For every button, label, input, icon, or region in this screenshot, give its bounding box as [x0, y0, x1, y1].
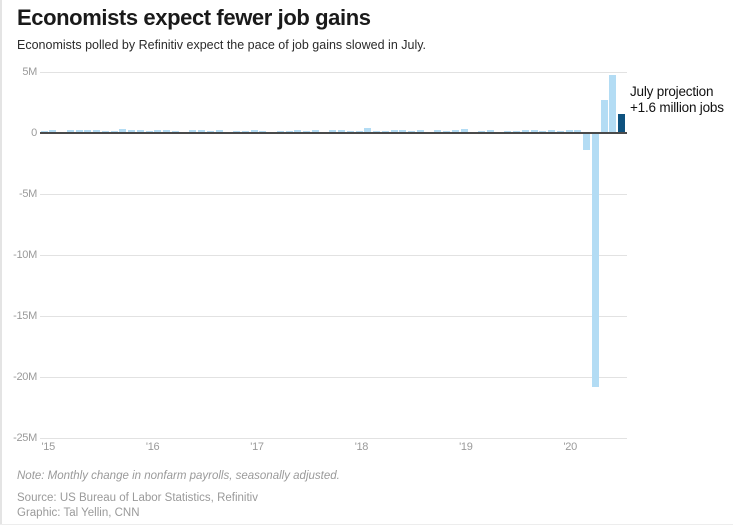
bar: [215, 129, 223, 133]
x-axis-tick-label: '18: [354, 441, 369, 453]
x-axis-tick-label: '20: [563, 441, 578, 453]
bar: [75, 129, 83, 133]
bar: [250, 129, 258, 133]
bar: [556, 130, 564, 133]
bar: [416, 129, 424, 133]
bar: [390, 129, 398, 133]
bar: [259, 130, 267, 133]
projection-bar: [618, 113, 625, 133]
bar: [530, 130, 538, 133]
bar: [539, 130, 547, 133]
bar: [329, 129, 337, 133]
x-axis-tick-label: '16: [145, 441, 160, 453]
y-axis-tick-label: 5M: [22, 66, 37, 78]
bar: [128, 129, 135, 133]
bar: [521, 130, 529, 133]
y-axis-tick-label: -25M: [13, 432, 37, 444]
bar: [276, 130, 284, 133]
bar: [311, 130, 319, 133]
bar: [40, 130, 48, 133]
y-axis-tick-label: -10M: [13, 249, 37, 261]
bar: [66, 129, 74, 133]
credit-text: Graphic: Tal Yellin, CNN: [17, 507, 140, 519]
bar: [136, 129, 144, 133]
zero-baseline: [40, 132, 627, 134]
projection-annotation: July projection +1.6 million jobs: [630, 84, 724, 115]
bar: [583, 133, 590, 150]
x-axis-tick-label: '19: [459, 441, 473, 453]
bar: [338, 130, 345, 133]
bar: [154, 130, 162, 133]
bar: [381, 130, 389, 133]
bar: [399, 129, 407, 133]
bar: [548, 129, 555, 133]
bar: [600, 99, 608, 133]
bar: [206, 130, 214, 133]
bar: [364, 128, 372, 133]
source-text: Source: US Bureau of Labor Statistics, R…: [17, 492, 258, 504]
y-gridline: [40, 316, 627, 317]
y-gridline: [40, 438, 627, 439]
bar: [198, 129, 205, 133]
bar: [49, 129, 57, 133]
bar: [84, 130, 92, 133]
bar: [303, 130, 310, 133]
payrolls-bar-chart-plot-area: 5M 0 -5M -10M -15M -20M -25M '15 '16 '17 '18 '19 '20: [13, 66, 627, 453]
bar: [504, 130, 512, 133]
bar: [163, 130, 170, 133]
bar: [434, 129, 442, 133]
y-axis-tick-label: -20M: [13, 371, 37, 383]
projection-annotation-value: +1.6 million jobs: [630, 99, 724, 115]
chart-title: Economists expect fewer job gains: [17, 5, 371, 30]
note-text: Note: Monthly change in nonfarm payrolls…: [17, 470, 340, 482]
bar: [346, 130, 354, 133]
bar: [486, 130, 494, 133]
bar: [189, 129, 197, 133]
bar: [591, 133, 599, 387]
bar: [294, 130, 302, 133]
x-axis-tick-label: '15: [41, 441, 56, 453]
bar: [93, 129, 100, 133]
bar: [460, 129, 468, 133]
chart-subtitle: Economists polled by Refinitiv expect th…: [17, 38, 427, 52]
x-axis-tick-label: '17: [250, 441, 264, 453]
y-gridline: [40, 377, 627, 378]
bar: [451, 130, 459, 133]
y-gridline: [40, 194, 627, 195]
y-gridline: [40, 72, 627, 73]
bar: [119, 129, 127, 133]
bar: [145, 130, 153, 133]
y-axis-tick-label: -5M: [18, 188, 37, 200]
left-edge-strip: [0, 0, 2, 525]
y-axis-tick-label: -15M: [13, 310, 37, 322]
y-gridline: [40, 255, 627, 256]
y-axis-tick-label: 0: [31, 127, 37, 139]
bar: [355, 130, 363, 133]
bar: [609, 74, 617, 133]
bar: [513, 130, 520, 133]
bar: [565, 130, 573, 133]
bar: [574, 129, 582, 133]
projection-annotation-label: July projection: [630, 84, 714, 99]
